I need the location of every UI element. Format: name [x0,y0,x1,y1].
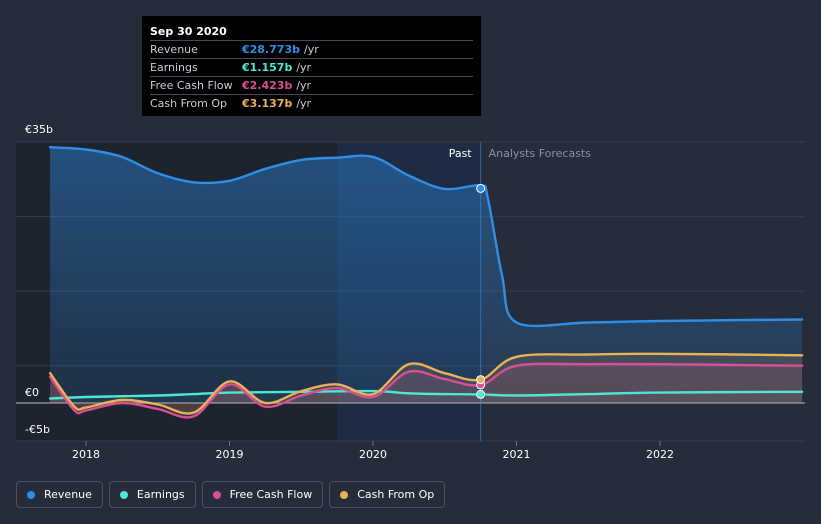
marker-earnings [476,389,486,399]
y-tick-label: €35b [25,123,53,136]
legend-dot-icon [27,490,35,499]
tooltip-rows: Revenue €28.773b/yr Earnings €1.157b/yr Free… [150,40,473,112]
line-free-cash-flow [48,362,804,419]
y-tick-label: -€5b [25,423,50,436]
tooltip-row-value: €2.423b [242,79,293,92]
marker-cash-from-op [476,375,486,385]
legend-item-cash-from-op[interactable]: Cash From Op [329,481,446,508]
y-tick-label: €0 [25,386,39,399]
tooltip: Sep 30 2020 Revenue €28.773b/yr Earnings €1… [142,16,481,116]
y-axis-labels: €35b €0 -€5b [25,123,53,436]
x-tick-label: 2020 [359,448,387,461]
legend-dot-icon [212,490,221,499]
tooltip-row-value: €1.157b [242,61,293,74]
legend-dot-icon [119,490,128,499]
legend-item-free-cash-flow[interactable]: Free Cash Flow [201,481,324,508]
series-lines [48,146,804,419]
tooltip-row: Earnings €1.157b/yr [150,58,473,76]
x-tick-label: 2021 [503,448,531,461]
line-cash-from-op [48,352,804,415]
tooltip-row-unit: /yr [296,97,312,110]
tooltip-row-value: €28.773b [242,43,300,56]
legend: Revenue Earnings Free Cash Flow Cash From O… [16,481,446,508]
tooltip-date: Sep 30 2020 [150,25,227,38]
x-axis-labels: 2018 2019 2020 2021 2022 [72,441,674,461]
x-tick-label: 2022 [646,448,674,461]
tooltip-row-name: Earnings [150,61,198,74]
legend-label: Cash From Op [357,488,435,501]
tooltip-row: Revenue €28.773b/yr [150,40,473,58]
area-free-cash-flow [50,363,803,418]
legend-label: Revenue [44,488,92,501]
area-revenue [50,147,803,403]
tooltip-row-unit: /yr [296,79,312,92]
tooltip-row-name: Free Cash Flow [150,79,233,92]
tooltip-row-name: Cash From Op [150,97,228,110]
legend-dot-icon [340,490,349,499]
tooltip-row-unit: /yr [303,43,319,56]
legend-item-earnings[interactable]: Earnings [108,481,196,508]
area-cash-from-op [50,353,803,414]
x-tick-label: 2018 [72,448,100,461]
tooltip-row: Free Cash Flow €2.423b/yr [150,76,473,94]
legend-label: Earnings [136,488,185,501]
line-revenue [48,146,804,328]
series-areas [50,147,803,418]
x-tick-label: 2019 [216,448,244,461]
marker-revenue [476,183,486,193]
past-label: Past [449,147,473,160]
legend-item-revenue[interactable]: Revenue [16,481,103,508]
line-earnings [48,389,804,400]
tooltip-row-name: Revenue [150,43,198,56]
tooltip-row: Cash From Op €3.137b/yr [150,94,473,112]
legend-label: Free Cash Flow [229,488,313,501]
tooltip-row-value: €3.137b [242,97,293,110]
tooltip-row-unit: /yr [296,61,312,74]
forecast-label: Analysts Forecasts [489,147,592,160]
series-markers [476,183,486,399]
